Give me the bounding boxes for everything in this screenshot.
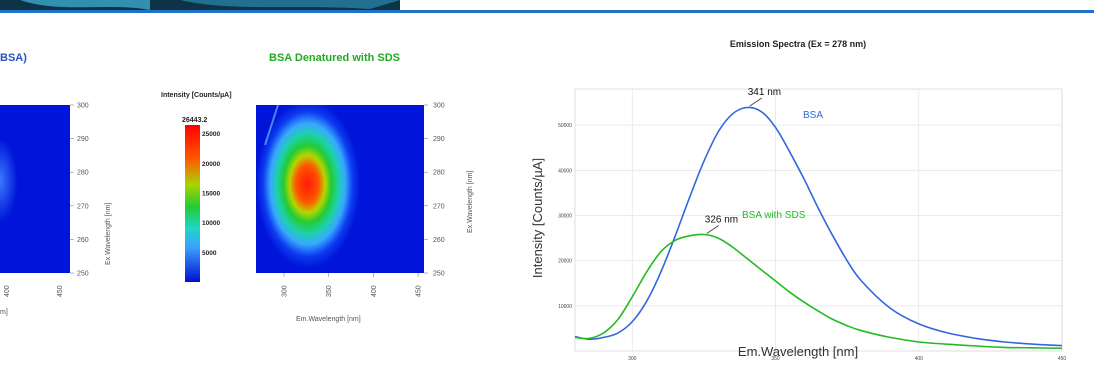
left-xlabel-fragment: m] [0,309,8,316]
middle-ytick-label: 300 [433,103,445,110]
left-heatmap-area [0,105,70,273]
header-banner-decoration [20,0,150,10]
colorbar [185,125,200,282]
middle-xtick-label: 450 [416,285,423,297]
middle-ytick-label: 290 [433,136,445,143]
header-banner-decoration-2 [180,0,400,9]
annotation-326nm: 326 nm [705,214,738,225]
annotation-leader [706,225,719,234]
middle-panel-title: BSA Denatured with SDS [269,52,400,64]
middle-x-ticks: 300 350 400 450 [282,273,423,297]
heatmap-area [256,105,424,273]
colorbar-tick-label: 20000 [202,161,220,168]
colorbar-tick-label: 10000 [202,220,220,227]
middle-ytick-label: 250 [433,271,445,278]
middle-ylabel: Ex.Wavelength [nm] [467,171,474,233]
left-y-ticks: 300 290 280 270 260 250 [70,103,89,278]
series-label-bsa-sds: BSA with SDS [742,210,806,221]
x-tick-label: 350 [771,356,780,362]
left-ytick-label: 280 [77,170,89,177]
middle-ytick-label: 280 [433,170,445,177]
emission-spectra-chart: Emission Spectra (Ex = 278 nm) 10000 2000… [530,39,1066,362]
middle-heatmap-chart: Intensity [Counts/µA] 26443.2 25000 20000… [161,92,474,323]
series-line-bsa-sds [574,233,1063,350]
middle-ytick-label: 270 [433,203,445,210]
middle-xtick-label: 400 [371,285,378,297]
annotation-leader [749,97,762,107]
y-tick-label: 50000 [558,123,572,129]
left-panel-title: BSA) [0,52,27,64]
left-ytick-label: 260 [77,237,89,244]
left-ylabel: Ex.Wavelength [nm] [105,203,112,265]
middle-ytick-label: 260 [433,237,445,244]
y-tick-label: 30000 [558,213,572,219]
series-lines [574,106,1063,350]
colorbar-tick-label: 5000 [202,250,217,257]
colorbar-title: Intensity [Counts/µA] [161,92,232,99]
middle-xtick-label: 300 [282,285,289,297]
middle-y-ticks: 300 290 280 270 260 250 [424,103,445,278]
colorbar-ticks: 25000 20000 15000 10000 5000 [202,131,220,257]
middle-xlabel: Em.Wavelength [nm] [296,316,361,323]
chart-title: Emission Spectra (Ex = 278 nm) [730,39,866,49]
x-tick-label: 400 [915,356,924,362]
header-banner [0,0,1094,13]
y-tick-label: 40000 [558,168,572,174]
y-tick-label: 10000 [558,304,572,310]
left-xtick-450: 450 [57,285,64,297]
colorbar-tick-label: 25000 [202,131,220,138]
y-axis-label: Intensity [Counts/µA] [530,158,545,278]
x-tick-label: 450 [1058,356,1067,362]
left-ytick-label: 270 [77,203,89,210]
series-label-bsa: BSA [803,110,823,121]
colorbar-max-label: 26443.2 [182,117,207,124]
heatmap-scatter-streak [264,104,279,146]
x-tick-label: 300 [628,356,637,362]
header-accent-line [0,10,1094,13]
y-tick-label: 20000 [558,259,572,265]
left-ytick-label: 290 [77,136,89,143]
left-ytick-label: 300 [77,103,89,110]
y-tick-labels: 10000 20000 30000 40000 50000 [558,123,572,310]
peak-annotations: 341 nm 326 nm [705,87,781,234]
annotation-341nm: 341 nm [748,87,781,98]
left-xtick-400: 400 [4,285,11,297]
x-axis-label: Em.Wavelength [nm] [738,344,858,359]
colorbar-tick-label: 15000 [202,190,220,197]
plot-area-frame [574,88,1063,352]
middle-xtick-label: 350 [326,285,333,297]
left-heatmap: 300 290 280 270 260 250 Ex.Wavelength [nm] 40… [0,103,112,316]
series-line-bsa [574,106,1063,347]
left-ytick-label: 250 [77,271,89,278]
x-tick-labels: 300 350 400 450 [628,356,1066,362]
